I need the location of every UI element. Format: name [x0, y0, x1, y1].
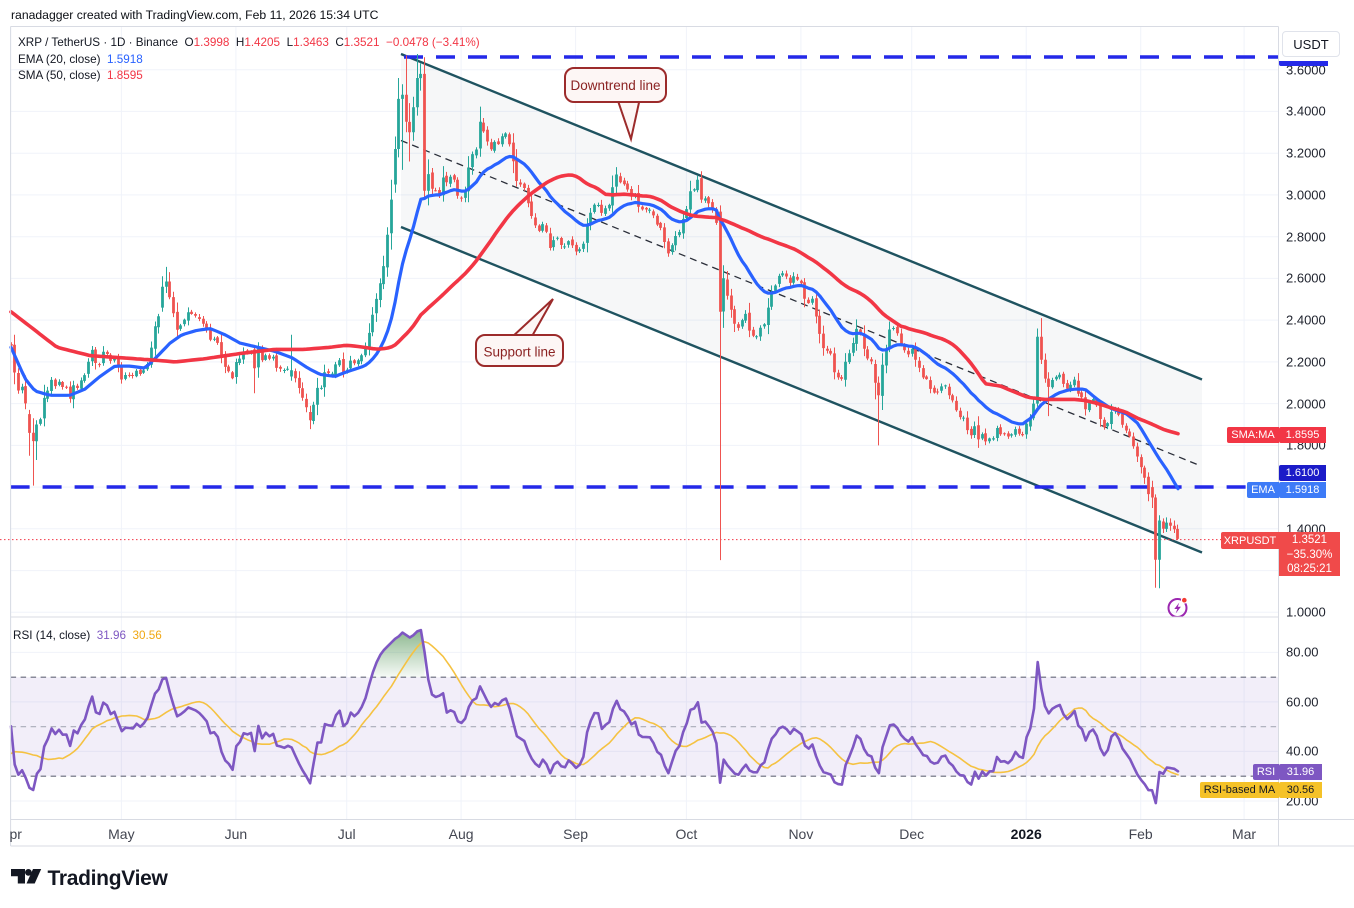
- svg-text:TradingView: TradingView: [48, 868, 169, 890]
- svg-text:Support line: Support line: [483, 345, 555, 360]
- svg-text:Downtrend line: Downtrend line: [570, 78, 660, 93]
